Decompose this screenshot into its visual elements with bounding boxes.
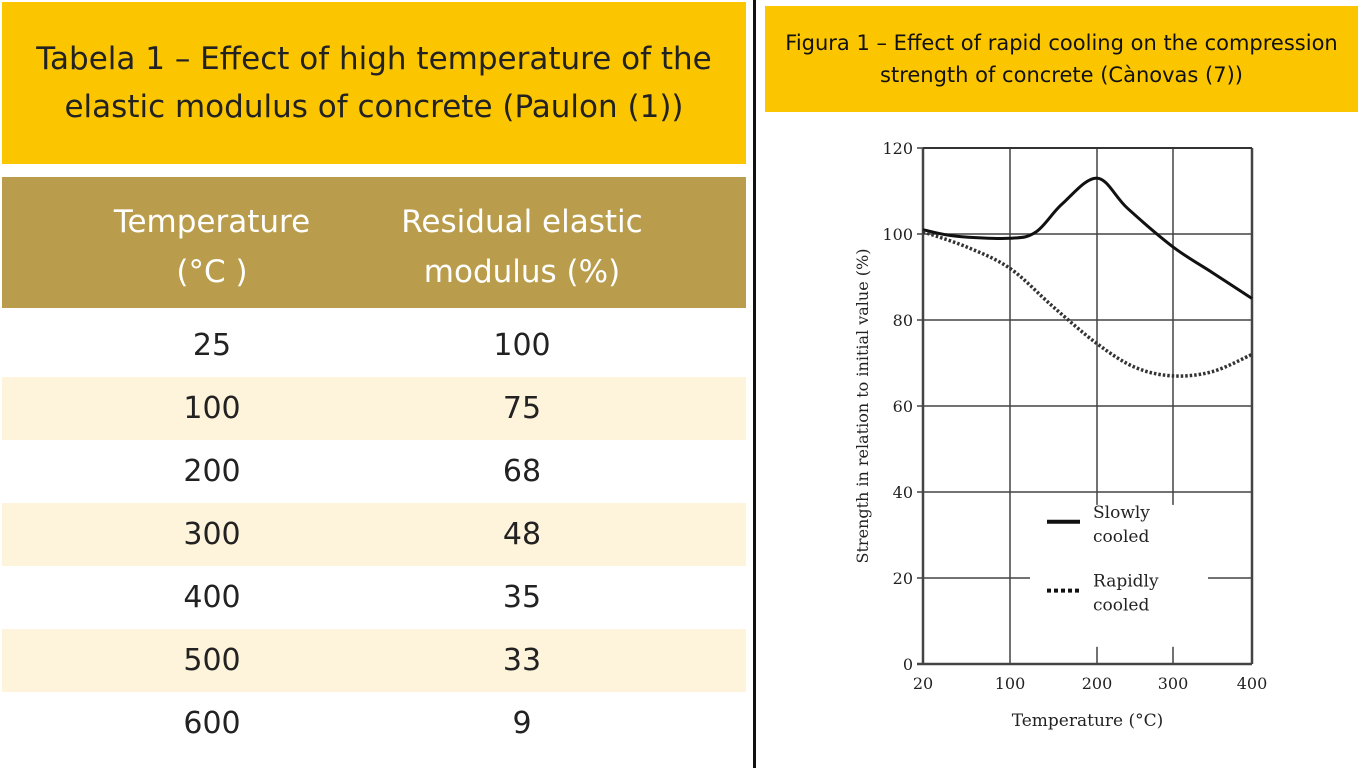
- table-title: Tabela 1 – Effect of high temperature of…: [2, 2, 746, 164]
- legend-background: [1030, 504, 1208, 647]
- table-panel: Tabela 1 – Effect of high temperature of…: [2, 2, 746, 755]
- x-tick-label: 100: [995, 674, 1026, 693]
- header-residual-modulus: Residual elastic modulus (%): [401, 204, 643, 290]
- legend-label-line: Slowly: [1093, 503, 1150, 523]
- legend-label-line: Rapidly: [1093, 572, 1159, 592]
- table-row: 200 68: [2, 440, 746, 503]
- cell-temperature: 200: [183, 454, 241, 489]
- x-tick-label: 400: [1237, 674, 1268, 693]
- y-tick-label: 0: [903, 655, 913, 674]
- table-row: 500 33: [2, 629, 746, 692]
- legend-label: Slowly cooled: [1093, 503, 1150, 547]
- x-axis-label: Temperature (°C): [1012, 711, 1164, 731]
- cell-temperature: 600: [183, 706, 241, 741]
- cell-modulus: 68: [502, 454, 542, 489]
- x-tick-label: 20: [913, 674, 933, 693]
- cell-temperature: 100: [183, 391, 241, 426]
- legend-label-line: cooled: [1093, 596, 1149, 616]
- x-tick-label: 300: [1158, 674, 1189, 693]
- table-row: 25 100: [2, 314, 746, 377]
- legend-label-line: cooled: [1093, 527, 1149, 547]
- y-axis-label: Strength in relation to initial value (%…: [853, 249, 872, 564]
- table-row: 600 9: [2, 692, 746, 755]
- figure-title-text: Figura 1 – Effect of rapid cooling on th…: [785, 31, 1338, 87]
- series-line-rapidly-cooled: [922, 230, 1253, 378]
- cell-modulus: 100: [493, 328, 551, 363]
- cell-temperature: 400: [183, 580, 241, 615]
- y-tick-label: 60: [893, 397, 913, 416]
- cell-temperature: 300: [183, 517, 241, 552]
- table-row: 400 35: [2, 566, 746, 629]
- x-tick-label: 200: [1082, 674, 1113, 693]
- cell-modulus: 48: [502, 517, 542, 552]
- figure-title: Figura 1 – Effect of rapid cooling on th…: [765, 6, 1358, 112]
- y-tick-label: 120: [882, 139, 913, 158]
- cell-temperature: 500: [183, 643, 241, 678]
- table-header: Temperature (°C ) Residual elastic modul…: [2, 177, 746, 308]
- divider: [753, 0, 756, 768]
- y-tick-label: 80: [893, 311, 913, 330]
- cell-modulus: 9: [512, 706, 532, 741]
- series-line-slowly-cooled: [922, 176, 1253, 300]
- legend-label: Rapidly cooled: [1093, 572, 1159, 616]
- y-tick-label: 40: [893, 483, 913, 502]
- table-row: 300 48: [2, 503, 746, 566]
- y-tick-label: 20: [893, 569, 913, 588]
- cell-modulus: 33: [502, 643, 542, 678]
- table-row: 100 75: [2, 377, 746, 440]
- cell-temperature: 25: [192, 328, 232, 363]
- header-temperature: Temperature (°C ): [113, 204, 311, 290]
- cell-modulus: 75: [502, 391, 542, 426]
- cell-modulus: 35: [502, 580, 542, 615]
- y-tick-label: 100: [882, 225, 913, 244]
- table-title-text: Tabela 1 – Effect of high temperature of…: [36, 41, 712, 125]
